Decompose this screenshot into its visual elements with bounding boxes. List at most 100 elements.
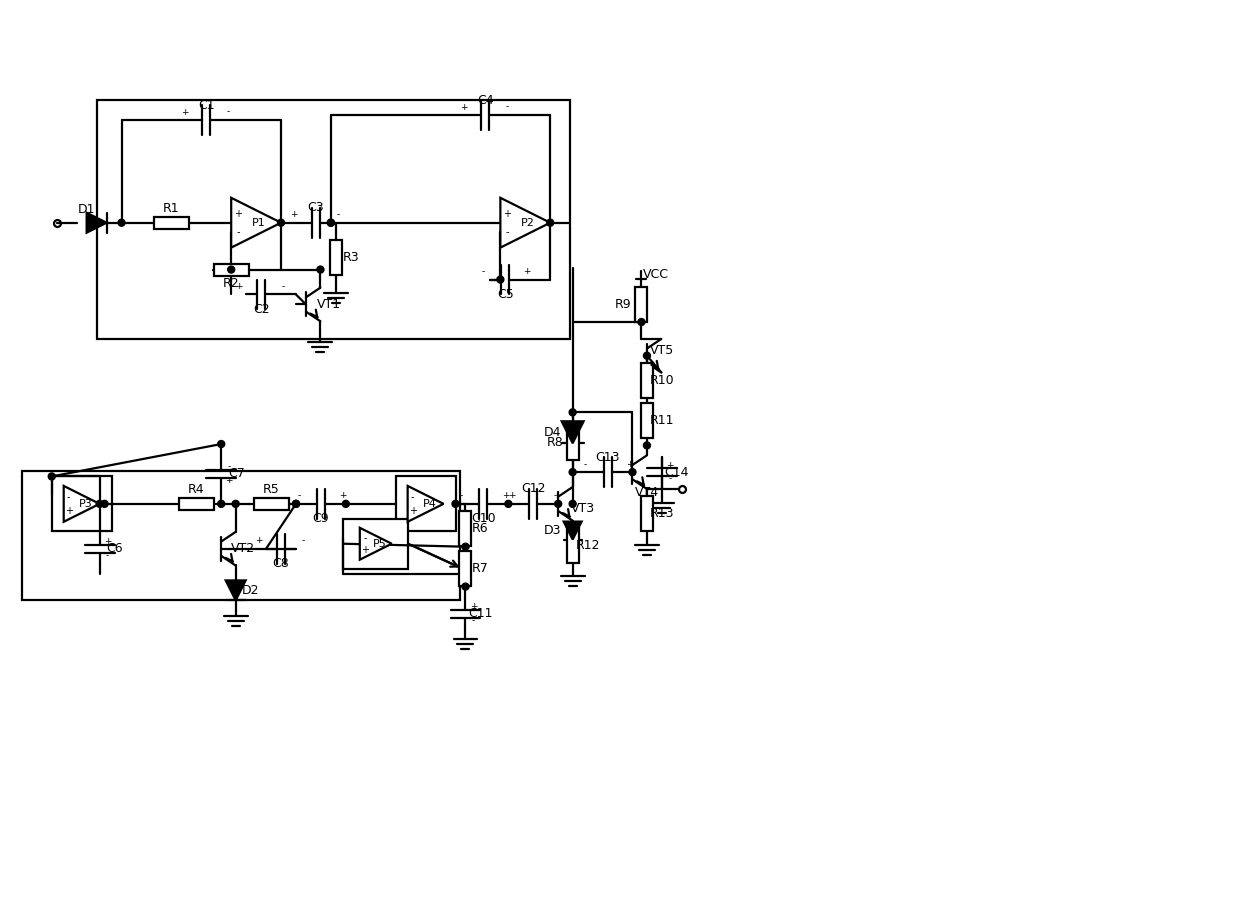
Polygon shape: [226, 581, 246, 600]
Text: D3: D3: [544, 524, 562, 537]
Text: +: +: [470, 602, 477, 611]
Circle shape: [453, 500, 459, 507]
Polygon shape: [87, 213, 107, 233]
Text: VT4: VT4: [635, 485, 660, 498]
Text: +: +: [236, 282, 243, 291]
Text: -: -: [227, 107, 229, 116]
Text: D2: D2: [242, 584, 259, 597]
Text: C7: C7: [228, 467, 244, 481]
Polygon shape: [564, 522, 582, 540]
Circle shape: [293, 500, 300, 507]
Circle shape: [569, 409, 577, 415]
Circle shape: [547, 219, 554, 226]
Text: +: +: [255, 536, 263, 545]
Text: P4: P4: [423, 499, 436, 509]
Text: D4: D4: [544, 425, 562, 439]
Text: +: +: [104, 537, 112, 546]
Text: +: +: [460, 103, 467, 112]
Text: R3: R3: [342, 251, 360, 265]
Text: C5: C5: [497, 288, 513, 301]
Circle shape: [293, 500, 300, 507]
Text: R9: R9: [615, 297, 632, 311]
Text: -: -: [363, 533, 367, 543]
Circle shape: [317, 266, 324, 273]
Text: R12: R12: [575, 539, 600, 552]
Text: +: +: [507, 492, 515, 500]
Polygon shape: [231, 198, 281, 247]
Bar: [567, 528, 579, 563]
Bar: [343, 519, 408, 569]
Circle shape: [463, 583, 469, 590]
Circle shape: [327, 219, 335, 226]
Circle shape: [102, 500, 108, 507]
Circle shape: [342, 500, 350, 507]
Circle shape: [218, 441, 224, 447]
Text: +: +: [361, 544, 368, 554]
Text: P1: P1: [252, 218, 267, 228]
Text: VT2: VT2: [231, 542, 255, 555]
Text: +: +: [666, 461, 673, 470]
Text: -: -: [506, 226, 510, 236]
Polygon shape: [360, 528, 392, 560]
Text: +: +: [339, 492, 347, 500]
Text: P3: P3: [79, 499, 93, 509]
Text: VT5: VT5: [650, 345, 675, 357]
Bar: [396, 476, 455, 531]
Text: -: -: [228, 463, 231, 472]
Circle shape: [278, 219, 284, 226]
Text: -: -: [506, 103, 508, 112]
Text: -: -: [298, 492, 300, 500]
Circle shape: [497, 276, 503, 283]
Text: +: +: [234, 209, 242, 219]
Text: +: +: [502, 492, 510, 500]
Polygon shape: [408, 486, 444, 522]
Text: -: -: [553, 492, 557, 500]
Circle shape: [644, 352, 651, 359]
Circle shape: [505, 500, 512, 507]
Circle shape: [228, 266, 234, 273]
Bar: [213, 264, 249, 275]
Bar: [179, 498, 213, 510]
Text: -: -: [460, 492, 463, 500]
Text: R11: R11: [650, 414, 675, 427]
Text: +: +: [523, 267, 531, 276]
Bar: [641, 496, 653, 531]
Bar: [97, 100, 570, 339]
Text: C3: C3: [308, 201, 324, 215]
Text: R4: R4: [188, 484, 205, 496]
Circle shape: [327, 219, 335, 226]
Text: +: +: [226, 476, 233, 485]
Text: +: +: [290, 210, 298, 219]
Circle shape: [232, 500, 239, 507]
Text: -: -: [281, 282, 285, 291]
Text: R1: R1: [164, 203, 180, 215]
Text: C12: C12: [521, 483, 546, 495]
Text: R10: R10: [650, 375, 675, 387]
Text: -: -: [482, 267, 485, 276]
Text: -: -: [410, 492, 414, 502]
Polygon shape: [63, 486, 99, 522]
Text: C14: C14: [665, 465, 689, 479]
Bar: [154, 216, 188, 229]
Bar: [460, 551, 471, 586]
Circle shape: [637, 318, 645, 325]
Circle shape: [644, 442, 651, 449]
Text: +: +: [64, 505, 73, 515]
Text: VCC: VCC: [644, 267, 670, 281]
Text: -: -: [584, 460, 588, 469]
Text: C2: C2: [253, 303, 269, 316]
Text: R13: R13: [650, 507, 675, 520]
Text: -: -: [105, 551, 109, 560]
Text: -: -: [668, 474, 672, 484]
Text: VT1: VT1: [317, 298, 341, 311]
Bar: [641, 364, 653, 398]
Text: -: -: [301, 536, 305, 545]
Text: +: +: [181, 107, 188, 116]
Bar: [567, 425, 579, 460]
Circle shape: [97, 500, 103, 507]
Text: -: -: [472, 616, 475, 625]
Text: R2: R2: [223, 277, 239, 290]
Text: +: +: [409, 505, 417, 515]
Text: C9: C9: [312, 513, 330, 525]
Polygon shape: [562, 421, 584, 444]
